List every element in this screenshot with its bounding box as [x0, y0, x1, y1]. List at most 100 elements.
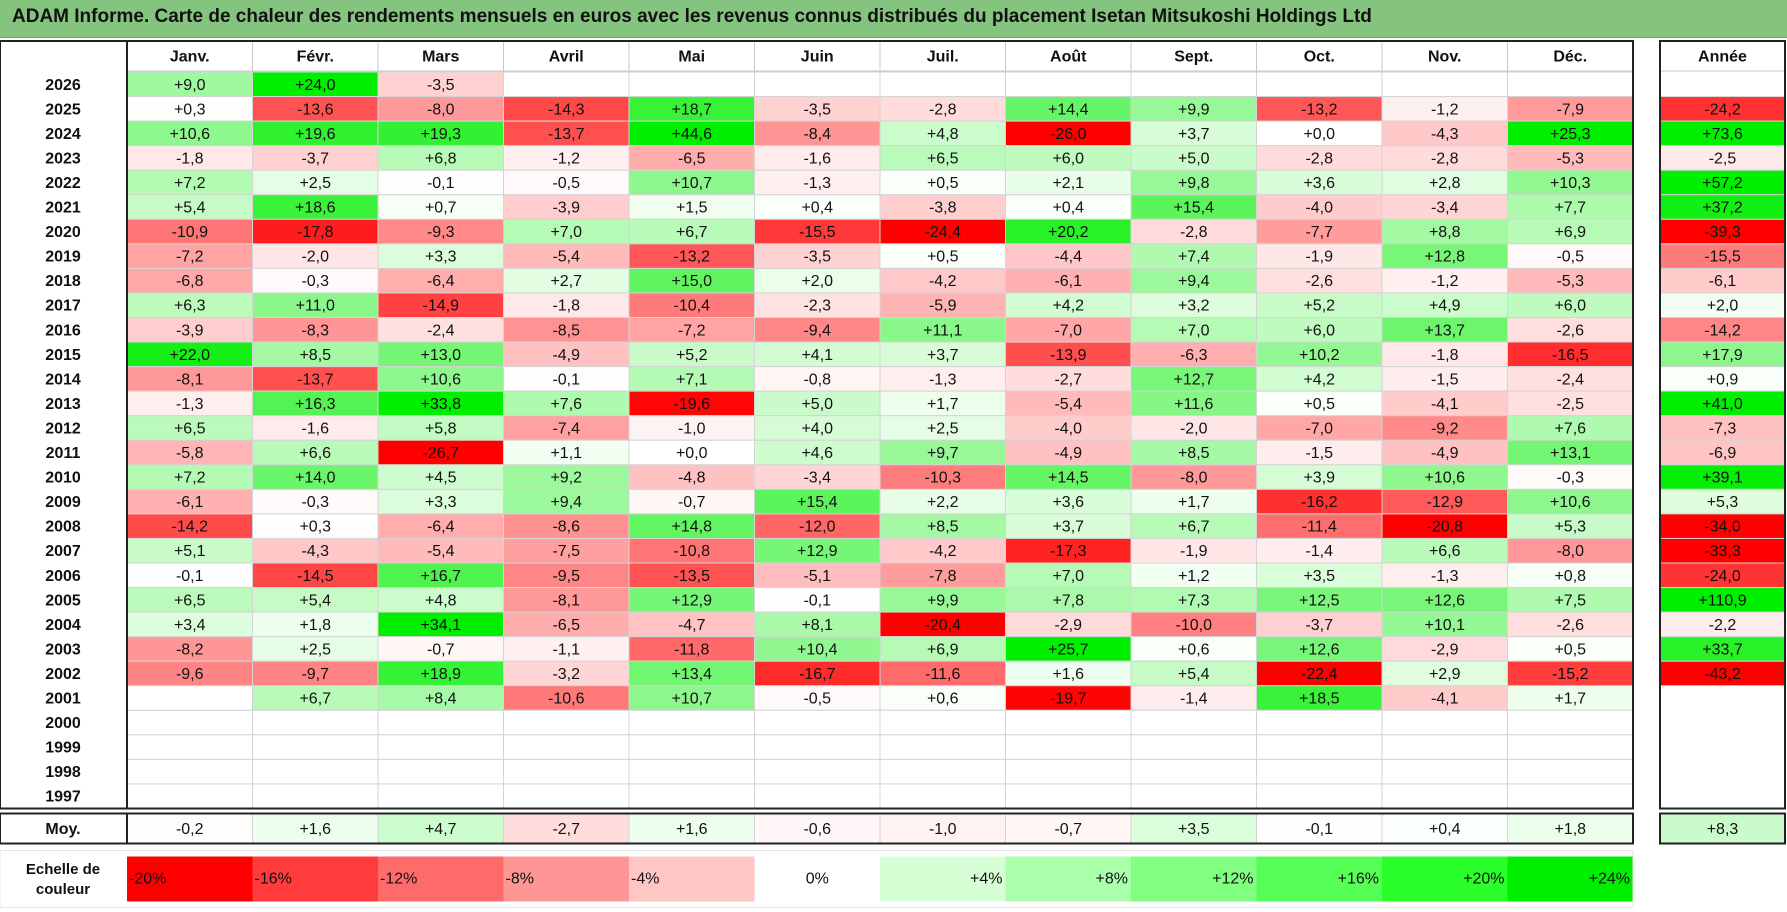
heatmap-cell: [1507, 464, 1634, 490]
row-year-label: 2015: [45, 347, 81, 364]
scale-label: -12%: [380, 871, 417, 888]
heatmap-cell: [754, 758, 881, 785]
cell-value: +0,6: [927, 691, 959, 708]
cell-value: -8,1: [552, 592, 580, 609]
cell-value: -7,0: [1305, 420, 1333, 437]
cell-value: -8,0: [1180, 470, 1208, 487]
heatmap-cell: [377, 537, 504, 564]
row-year-label: 2009: [45, 494, 81, 511]
cell-value: +9,9: [1178, 101, 1210, 118]
year-total-value: +73,6: [1702, 126, 1743, 143]
heatmap-cell: [1005, 267, 1132, 294]
heatmap-cell: [1381, 488, 1508, 515]
cell-value: +2,7: [550, 273, 582, 290]
cell-value: -15,5: [799, 224, 836, 241]
average-value: -0,7: [1054, 821, 1082, 838]
cell-value: +44,6: [672, 126, 713, 143]
cell-value: +1,7: [1554, 691, 1586, 708]
cell-value: +5,3: [1554, 519, 1586, 536]
cell-value: +4,6: [801, 445, 833, 462]
cell-value: -1,9: [1305, 249, 1333, 266]
heatmap-cell: [252, 218, 379, 245]
average-cell: [1381, 813, 1508, 844]
average-year-value: +8,3: [1707, 821, 1739, 838]
cell-value: -4,3: [1431, 126, 1459, 143]
title-bar: ADAM Informe. Carte de chaleur des rende…: [0, 0, 1787, 38]
cell-value: -1,3: [803, 175, 831, 192]
heatmap-cell: [1507, 660, 1634, 687]
heatmap-cell: [126, 390, 253, 417]
cell-value: -7,0: [1054, 322, 1082, 339]
cell-value: +5,2: [676, 347, 708, 364]
cell-value: -1,9: [1180, 543, 1208, 560]
cell-value: -7,4: [552, 420, 580, 437]
heatmap-cell: [503, 488, 630, 515]
heatmap-cell: [503, 341, 630, 368]
cell-value: -8,0: [1556, 543, 1584, 560]
year-total-value: +2,0: [1707, 298, 1739, 315]
heatmap-cell: [1507, 783, 1634, 810]
cell-value: +13,0: [421, 347, 462, 364]
cell-value: +8,5: [927, 519, 959, 536]
year-total-value: -6,9: [1709, 445, 1737, 462]
heatmap-cell: [252, 562, 379, 589]
heatmap-cell: [628, 120, 755, 147]
heatmap-cell: [1381, 169, 1508, 196]
year-total-value: -2,5: [1709, 150, 1737, 167]
cell-value: +7,4: [1178, 249, 1210, 266]
cell-value: -13,9: [1050, 347, 1087, 364]
heatmap-cell: [1256, 758, 1383, 785]
heatmap-cell: [754, 660, 881, 687]
heatmap-cell: [1507, 169, 1634, 196]
cell-value: -3,5: [803, 101, 831, 118]
column-header: Juil.: [927, 49, 959, 66]
heatmap-cell: [1256, 145, 1383, 171]
heatmap-cell: [879, 587, 1006, 613]
cell-value: -2,4: [1556, 371, 1584, 388]
year-total-cell: [1659, 464, 1786, 490]
heatmap-cell: [879, 292, 1006, 319]
cell-value: -20,8: [1427, 519, 1464, 536]
column-header: Avril: [549, 49, 584, 66]
cell-value: -7,7: [1305, 224, 1333, 241]
average-cell: [879, 813, 1006, 844]
average-cell: [1507, 813, 1634, 844]
heatmap-cell: [126, 96, 253, 122]
heatmap-cell: [1005, 169, 1132, 196]
heatmap-cell: [377, 758, 504, 785]
heatmap-cell: [1381, 734, 1508, 760]
heatmap-cell: [1256, 169, 1383, 196]
heatmap-cell: [879, 464, 1006, 490]
heatmap-cell: [1130, 415, 1257, 441]
column-header: Oct.: [1304, 49, 1335, 66]
cell-value: +6,5: [174, 420, 206, 437]
heatmap-cell: [1005, 783, 1132, 810]
cell-value: -4,2: [929, 273, 957, 290]
column-header: Mai: [678, 49, 705, 66]
heatmap-cell: [1256, 464, 1383, 490]
cell-value: -11,8: [674, 641, 709, 658]
cell-value: +8,5: [1178, 445, 1210, 462]
heatmap-cell: [1130, 439, 1257, 466]
cell-value: +6,6: [1429, 543, 1461, 560]
cell-value: +0,5: [1554, 641, 1586, 658]
heatmap-cell: [1130, 341, 1257, 368]
cell-value: -1,6: [301, 420, 329, 437]
heatmap-cell: [628, 243, 755, 269]
heatmap-cell: [377, 218, 504, 245]
heatmap-cell: [628, 390, 755, 417]
scale-label: -8%: [506, 871, 534, 888]
heatmap-cell: [1256, 636, 1383, 662]
heatmap-cell: [628, 145, 755, 171]
heatmap-cell: [1130, 758, 1257, 785]
heatmap-cell: [628, 488, 755, 515]
heatmap-cell: [1256, 120, 1383, 147]
heatmap-cell: [628, 292, 755, 319]
heatmap-cell: [1130, 243, 1257, 269]
year-total-value: -43,2: [1704, 666, 1741, 683]
scale-swatch: [1507, 856, 1633, 902]
heatmap-cell: [377, 783, 504, 810]
cell-value: -4,1: [1431, 396, 1459, 413]
heatmap-cell: [1256, 267, 1383, 294]
year-total-cell: [1659, 96, 1786, 122]
